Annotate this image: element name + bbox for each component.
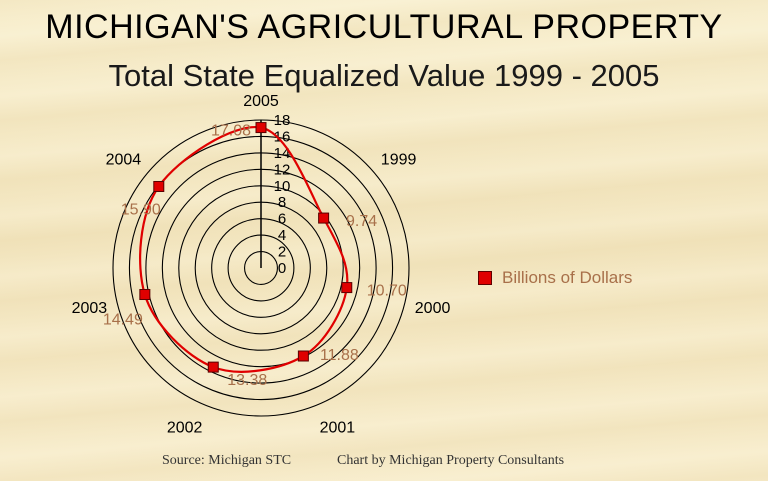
radial-tick-label: 0 bbox=[278, 260, 286, 277]
category-label: 2000 bbox=[415, 300, 451, 317]
radial-tick-label: 18 bbox=[274, 112, 291, 129]
data-label: 17.08 bbox=[211, 123, 251, 140]
series-line bbox=[139, 126, 349, 373]
data-label: 14.49 bbox=[103, 312, 143, 329]
data-point-marker bbox=[139, 289, 151, 301]
radial-tick-label: 12 bbox=[274, 161, 291, 178]
data-point-marker bbox=[318, 212, 330, 224]
footer-credit: Chart by Michigan Property Consultants bbox=[337, 453, 565, 468]
data-label: 11.88 bbox=[320, 347, 359, 364]
chart-subtitle: Total State Equalized Value 1999 - 2005 bbox=[108, 58, 660, 93]
data-point-marker bbox=[153, 180, 165, 192]
category-label: 2001 bbox=[320, 420, 356, 437]
legend-swatch bbox=[478, 271, 492, 285]
category-label: 2004 bbox=[106, 151, 142, 168]
series-markers bbox=[139, 122, 353, 373]
category-labels: 2005 1999 2000 2001 2002 2003 2004 bbox=[72, 93, 451, 437]
data-point-marker bbox=[341, 282, 353, 294]
radial-tick-label: 10 bbox=[274, 178, 291, 195]
data-label: 10.70 bbox=[367, 283, 407, 300]
data-point-marker bbox=[207, 361, 219, 373]
category-label: 1999 bbox=[381, 151, 417, 168]
legend: Billions of Dollars bbox=[478, 268, 632, 288]
data-label: 13.38 bbox=[227, 372, 267, 389]
radial-tick-label: 16 bbox=[274, 128, 291, 145]
category-label: 2005 bbox=[243, 93, 279, 110]
legend-label: Billions of Dollars bbox=[502, 268, 633, 287]
data-point-marker bbox=[297, 350, 309, 362]
footer-source: Source: Michigan STC bbox=[162, 453, 292, 468]
data-point-marker bbox=[255, 122, 267, 134]
data-label: 15.90 bbox=[121, 201, 161, 218]
radial-tick-label: 6 bbox=[278, 211, 286, 228]
radial-tick-label: 2 bbox=[278, 244, 286, 261]
category-label: 2002 bbox=[167, 420, 203, 437]
radial-tick-label: 14 bbox=[274, 145, 291, 162]
radial-tick-label: 4 bbox=[278, 227, 286, 244]
chart-title: MICHIGAN'S AGRICULTURAL PROPERTY bbox=[45, 8, 723, 46]
data-labels: 17.08 9.74 10.70 11.88 13.38 14.49 15.90 bbox=[103, 123, 407, 390]
category-label: 2003 bbox=[72, 300, 108, 317]
data-label: 9.74 bbox=[346, 213, 377, 230]
radial-tick-label: 8 bbox=[278, 194, 286, 211]
